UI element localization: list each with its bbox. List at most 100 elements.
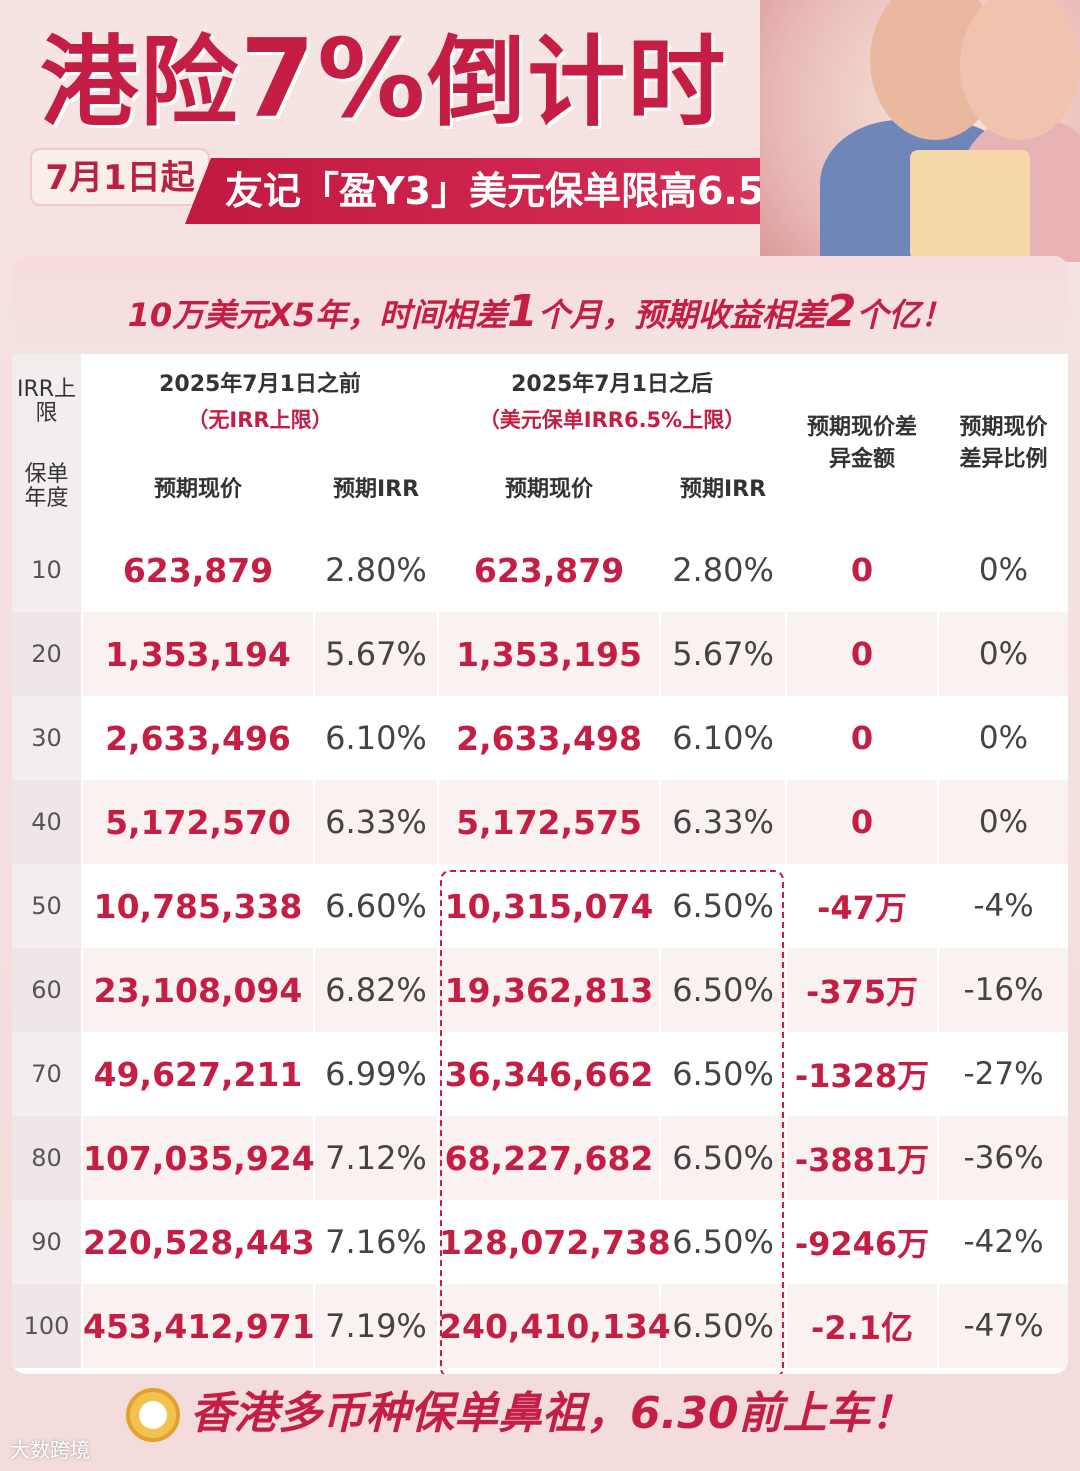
after-irr-cell: 6.50% <box>659 1284 787 1368</box>
table-row: 40 5,172,570 6.33% 5,172,575 6.33% 0 0% <box>12 780 1068 864</box>
before-cash-value-cell: 2,633,496 <box>81 696 314 780</box>
policy-year-cell: 10 <box>12 528 82 612</box>
headline-num2: 2 <box>825 286 857 337</box>
alarm-clock-icon <box>126 1388 180 1442</box>
diff-ratio-cell: 0% <box>937 528 1068 612</box>
diff-ratio-cell: -16% <box>937 948 1068 1032</box>
policy-year-cell: 100 <box>12 1284 82 1368</box>
diff-amount-cell: -3881万 <box>785 1116 939 1200</box>
before-cash-header: 预期现价 <box>81 446 314 528</box>
date-badge: 7月1日起 <box>30 148 210 206</box>
table-row: 80 107,035,924 7.12% 68,227,682 6.50% -3881万 -… <box>12 1116 1068 1200</box>
before-cash-value-cell: 49,627,211 <box>81 1032 314 1116</box>
after-cash-header: 预期现价 <box>437 446 661 528</box>
diff-amount-cell: -1328万 <box>785 1032 939 1116</box>
before-irr-cell: 6.60% <box>312 864 439 948</box>
before-cash-value-cell: 107,035,924 <box>81 1116 315 1200</box>
after-irr-cell: 6.10% <box>659 696 787 780</box>
after-irr-cell: 6.50% <box>659 864 787 948</box>
diff-amount-cell: 0 <box>785 612 939 696</box>
after-irr-header: 预期IRR <box>659 446 787 528</box>
diff-ratio-cell: 0% <box>937 696 1068 780</box>
before-irr-cell: 7.19% <box>312 1284 439 1368</box>
headline-num1: 1 <box>507 286 538 337</box>
before-cash-value-cell: 23,108,094 <box>81 948 314 1032</box>
table-body: 10 623,879 2.80% 623,879 2.80% 0 0% 20 1,353,194… <box>12 528 1068 1368</box>
after-cash-value-cell: 5,172,575 <box>437 780 661 864</box>
before-irr-cell: 6.82% <box>312 948 439 1032</box>
card-headline: 10万美元X5年，时间相差1个月，预期收益相差2个亿！ <box>12 256 1068 354</box>
before-irr-cell: 6.99% <box>312 1032 439 1116</box>
after-cash-value-cell: 2,633,498 <box>437 696 661 780</box>
before-irr-cell: 6.10% <box>312 696 439 780</box>
after-title: 2025年7月1日之后 <box>511 372 713 397</box>
comparison-table: IRR上限 2025年7月1日之前 （无IRR上限） 2025年7月1日之后 （… <box>12 354 1068 1368</box>
photo-cake <box>910 150 1030 260</box>
footer: 香港多币种保单鼻祖，6.30前上车！ <box>0 1380 1080 1471</box>
policy-year-cell: 70 <box>12 1032 82 1116</box>
table-row: 100 453,412,971 7.19% 240,410,134 6.50% -2.1亿… <box>12 1284 1068 1368</box>
after-irr-cell: 6.50% <box>659 1116 787 1200</box>
before-irr-cell: 5.67% <box>312 612 439 696</box>
title-percent: 7% <box>240 17 428 142</box>
header: 港险7%倒计时 7月1日起 友记「盈Y3」美元保单限高6.5% <box>0 0 1080 262</box>
diff-ratio-cell: -36% <box>937 1116 1068 1200</box>
diff-ratio-cell: -42% <box>937 1200 1068 1284</box>
table-row: 30 2,633,496 6.10% 2,633,498 6.10% 0 0% <box>12 696 1068 780</box>
before-cash-value-cell: 1,353,194 <box>81 612 314 696</box>
after-cash-value-cell: 1,353,195 <box>437 612 661 696</box>
page-title: 港险7%倒计时 <box>40 20 727 143</box>
after-header: 2025年7月1日之后 （美元保单IRR6.5%上限） <box>437 354 787 446</box>
watermark: 大数跨境 <box>10 1438 90 1462</box>
diff-ratio-cell: 0% <box>937 612 1068 696</box>
header-row-2: 保单年度 预期现价 预期IRR 预期现价 预期IRR <box>12 446 1068 528</box>
after-cash-value-cell: 68,227,682 <box>437 1116 661 1200</box>
before-cash-value-cell: 453,412,971 <box>81 1284 315 1368</box>
before-subtitle: （无IRR上限） <box>187 408 333 432</box>
diff-ratio-cell: -4% <box>937 864 1068 948</box>
after-irr-cell: 6.50% <box>659 1200 787 1284</box>
before-irr-cell: 7.12% <box>312 1116 439 1200</box>
after-irr-cell: 2.80% <box>659 528 787 612</box>
comparison-card: 10万美元X5年，时间相差1个月，预期收益相差2个亿！ IRR上限 2025年7… <box>12 256 1068 1374</box>
before-irr-cell: 6.33% <box>312 780 439 864</box>
after-cash-value-cell: 19,362,813 <box>437 948 661 1032</box>
after-irr-cell: 6.50% <box>659 1032 787 1116</box>
diff-amount-cell: 0 <box>785 528 939 612</box>
after-cash-value-cell: 10,315,074 <box>437 864 661 948</box>
policy-year-cell: 50 <box>12 864 82 948</box>
after-irr-cell: 5.67% <box>659 612 787 696</box>
headline-part-c: 个亿！ <box>856 296 953 334</box>
after-subtitle: （美元保单IRR6.5%上限） <box>478 408 746 432</box>
after-cash-value-cell: 128,072,738 <box>437 1200 671 1284</box>
policy-year-cell: 40 <box>12 780 82 864</box>
headline-part-a: 10万美元X5年，时间相差 <box>127 296 508 334</box>
before-cash-value-cell: 5,172,570 <box>81 780 314 864</box>
diff-ratio-cell: -27% <box>937 1032 1068 1116</box>
diff-ratio-header: 预期现价差异比例 <box>937 354 1068 528</box>
before-cash-value-cell: 220,528,443 <box>81 1200 315 1284</box>
after-cash-value-cell: 36,346,662 <box>437 1032 661 1116</box>
policy-year-cell: 60 <box>12 948 82 1032</box>
table-row: 60 23,108,094 6.82% 19,362,813 6.50% -375万 -16… <box>12 948 1068 1032</box>
diff-ratio-cell: -47% <box>937 1284 1068 1368</box>
after-cash-value-cell: 623,879 <box>437 528 661 612</box>
policy-year-cell: 20 <box>12 612 82 696</box>
policy-year-cell: 30 <box>12 696 82 780</box>
header-row-1: IRR上限 2025年7月1日之前 （无IRR上限） 2025年7月1日之后 （… <box>12 354 1068 528</box>
diff-amount-cell: -2.1亿 <box>785 1284 939 1368</box>
couple-photo <box>760 0 1080 262</box>
policy-year-cell: 80 <box>12 1116 82 1200</box>
after-cash-value-cell: 240,410,134 <box>437 1284 671 1368</box>
title-part2: 倒计时 <box>427 26 728 140</box>
photo-face-woman <box>960 0 1080 140</box>
diff-amount-cell: 0 <box>785 780 939 864</box>
before-irr-cell: 2.80% <box>312 528 439 612</box>
diff-amount-cell: -47万 <box>785 864 939 948</box>
corner-irr-label: IRR上限 <box>12 354 82 446</box>
before-irr-header: 预期IRR <box>312 446 439 528</box>
diff-amount-header: 预期现价差异金额 <box>785 354 939 528</box>
diff-amount-cell: 0 <box>785 696 939 780</box>
table-row: 20 1,353,194 5.67% 1,353,195 5.67% 0 0% <box>12 612 1068 696</box>
before-title: 2025年7月1日之前 <box>159 372 361 397</box>
